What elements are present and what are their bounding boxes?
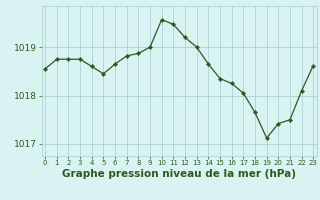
X-axis label: Graphe pression niveau de la mer (hPa): Graphe pression niveau de la mer (hPa)	[62, 169, 296, 179]
